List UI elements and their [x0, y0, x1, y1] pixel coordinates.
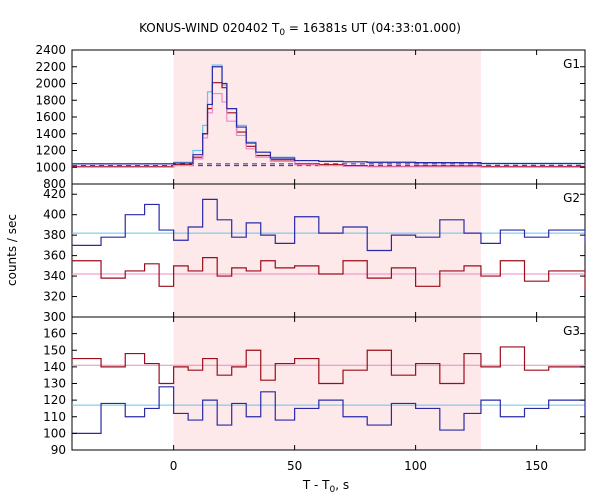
series-dark-red	[72, 257, 586, 292]
y-tick-label: 140	[43, 360, 66, 374]
series-dark-blue	[72, 198, 586, 252]
y-tick-label: 320	[43, 290, 66, 304]
x-tick-label: 50	[287, 459, 302, 473]
shaded-interval	[173, 50, 481, 450]
series-dark-blue	[72, 386, 586, 434]
y-tick-label: 300	[43, 310, 66, 324]
y-tick-label: 90	[51, 443, 66, 457]
x-tick-label: 150	[525, 459, 548, 473]
y-tick-label: 800	[43, 177, 66, 191]
y-tick-label: 360	[43, 249, 66, 263]
panel-g2: 300 320 340 360 380 400 420 G2	[43, 183, 586, 324]
series-dark-red	[72, 346, 585, 385]
y-tick-label: 400	[43, 208, 66, 222]
y-tick-label: 2400	[35, 43, 66, 57]
chart-title: KONUS-WIND 020402 T0 = 16381s UT (04:33:…	[139, 21, 461, 38]
panel-label: G3	[563, 324, 580, 338]
x-tick-label: 100	[404, 459, 427, 473]
y-tick-label: 1800	[35, 93, 66, 107]
y-tick-label: 130	[43, 377, 66, 391]
y-tick-label: 2000	[35, 77, 66, 91]
y-tick-label: 420	[43, 187, 66, 201]
y-tick-label: 1600	[35, 110, 66, 124]
y-tick-label: 100	[43, 426, 66, 440]
y-tick-label: 380	[43, 228, 66, 242]
y-tick-label: 1000	[35, 160, 66, 174]
y-tick-label: 2200	[35, 60, 66, 74]
y-tick-label: 1200	[35, 144, 66, 158]
series-dark-blue	[72, 66, 586, 165]
x-axis-label: T - T0, s	[302, 478, 349, 495]
y-tick-label: 150	[43, 343, 66, 357]
y-tick-label: 340	[43, 269, 66, 283]
panel-label: G1	[563, 57, 580, 71]
y-tick-label: 160	[43, 327, 66, 341]
y-tick-label: 120	[43, 393, 66, 407]
y-tick-label: 1400	[35, 127, 66, 141]
y-axis-label: counts / sec	[5, 214, 19, 286]
panel-g1: 800 1000 1200 1400 1600 1800 2000 2200 2400 G1	[35, 43, 586, 191]
panel-label: G2	[563, 191, 580, 205]
y-tick-label: 110	[43, 410, 66, 424]
x-tick-label: 0	[170, 459, 178, 473]
panel-g3: 90 100 110 120 130 140 150 160 G3	[43, 316, 586, 457]
